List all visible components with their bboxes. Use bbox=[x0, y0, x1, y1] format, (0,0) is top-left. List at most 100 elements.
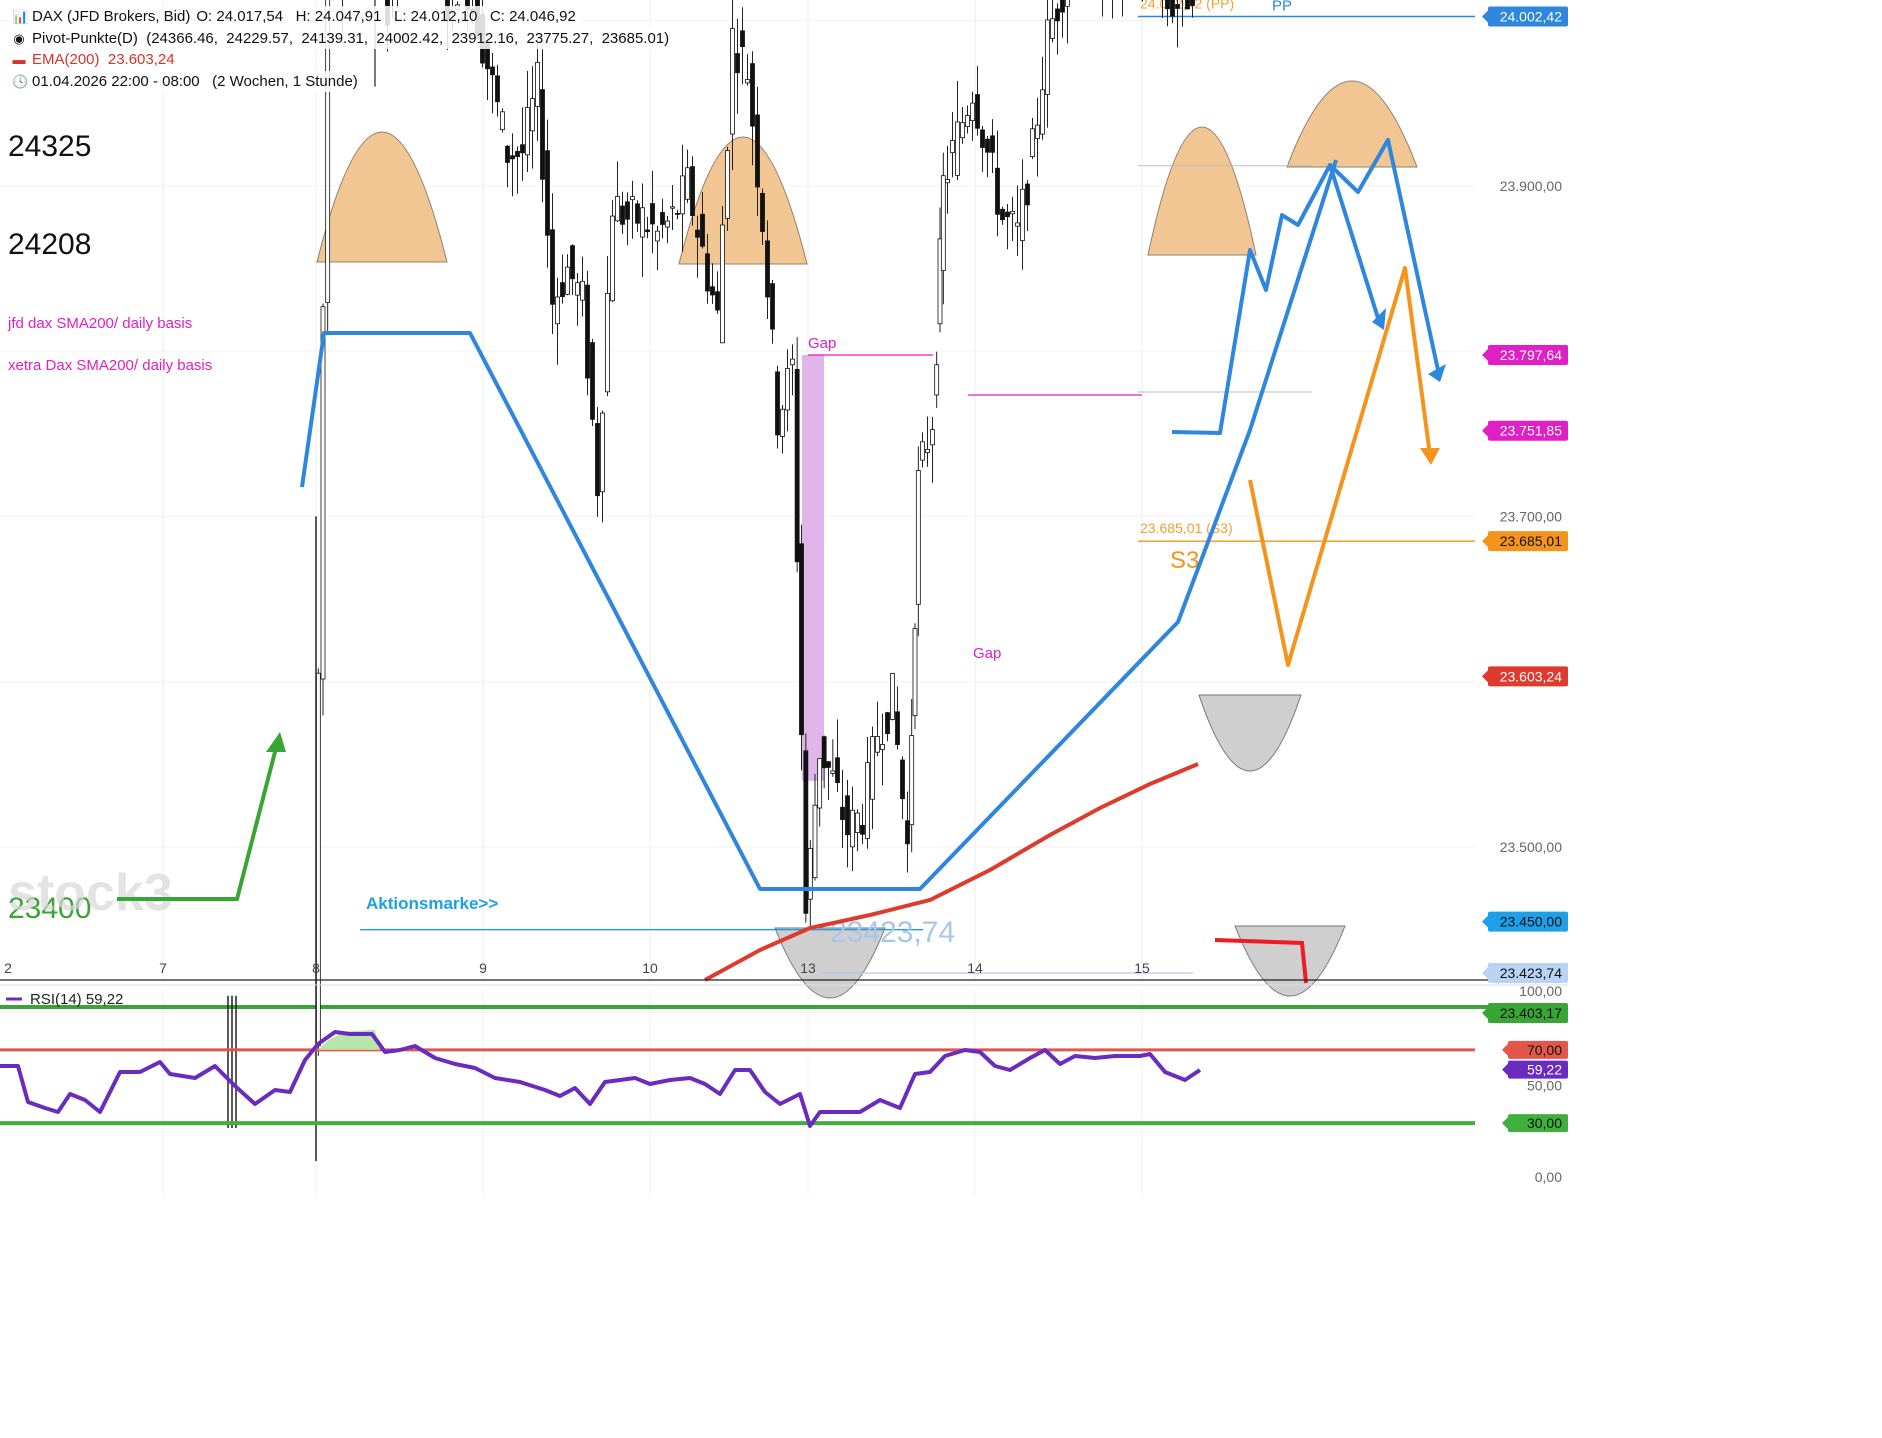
pivot-label: 23.685,01 (S3) bbox=[1140, 520, 1233, 536]
candle-body bbox=[860, 824, 865, 835]
candle-body bbox=[1055, 8, 1060, 22]
x-tick-label: 10 bbox=[642, 960, 658, 976]
candle-body bbox=[812, 804, 818, 879]
candle-body bbox=[960, 122, 965, 139]
ema-row[interactable]: ▬ EMA(200) 23.603,24 bbox=[8, 49, 179, 71]
candle-body bbox=[985, 138, 990, 153]
candle-body bbox=[740, 30, 745, 48]
candle-body bbox=[1015, 222, 1020, 227]
candle-body bbox=[720, 224, 725, 344]
projection-line-blue bbox=[1328, 164, 1380, 319]
candle-body bbox=[645, 229, 650, 233]
candle-body bbox=[695, 229, 700, 238]
candle-body bbox=[690, 166, 695, 216]
candle-body bbox=[775, 371, 780, 436]
candle-body bbox=[975, 94, 980, 129]
candle-body bbox=[799, 543, 804, 736]
line-icon: ▬ bbox=[12, 52, 26, 67]
candle-body bbox=[705, 253, 710, 292]
x-tick-label: 14 bbox=[967, 960, 983, 976]
arrowhead-orange bbox=[1420, 448, 1440, 465]
price-tag-pointer bbox=[1482, 10, 1488, 23]
candle-body bbox=[845, 795, 850, 836]
resistance-arc bbox=[316, 131, 448, 263]
candle-body bbox=[925, 448, 930, 454]
candle-body bbox=[710, 286, 715, 296]
y-tick-label: 23.900,00 bbox=[1500, 178, 1562, 194]
candle-body bbox=[980, 129, 985, 148]
candle-body bbox=[890, 673, 895, 720]
candle-body bbox=[325, 0, 331, 303]
period-row[interactable]: 🕓 01.04.2026 22:00 - 08:00 (2 Wochen, 1 … bbox=[8, 70, 362, 92]
price-tag bbox=[1488, 531, 1568, 552]
ema-values: EMA(200) 23.603,24 bbox=[32, 51, 175, 68]
candle-body bbox=[1175, 4, 1180, 9]
price-tag-label: 23.751,85 bbox=[1500, 423, 1562, 439]
candle-body bbox=[500, 111, 505, 131]
candle-body bbox=[620, 205, 625, 225]
candle-body bbox=[965, 115, 970, 128]
aktionsmarke-label: Aktionsmarke>> bbox=[366, 894, 498, 913]
rsi-tag-label: 59,22 bbox=[1527, 1062, 1562, 1078]
candle-body bbox=[1185, 0, 1190, 10]
candle-body bbox=[821, 736, 827, 769]
candle-body bbox=[760, 192, 765, 232]
candle-body bbox=[585, 284, 590, 379]
price-tag bbox=[1488, 666, 1568, 687]
candle-body bbox=[937, 238, 943, 325]
candle-body bbox=[725, 150, 730, 219]
candle-body bbox=[745, 79, 750, 84]
candle-body bbox=[790, 358, 795, 366]
candle-body bbox=[955, 121, 960, 176]
candle-body bbox=[995, 167, 1000, 215]
arrowhead-blue bbox=[1428, 364, 1446, 382]
candle-body bbox=[850, 809, 855, 848]
candle-body bbox=[650, 203, 655, 225]
candle-body bbox=[600, 412, 605, 493]
candle-body bbox=[640, 207, 645, 238]
price-tag-label: 23.797,64 bbox=[1500, 347, 1562, 363]
price-chart: 24.366,46 (R3)24.002,42 (PP)23.685,01 (S… bbox=[0, 0, 1568, 1195]
candle-body bbox=[700, 213, 705, 247]
candle-body bbox=[605, 292, 610, 393]
price-tag bbox=[1488, 1003, 1568, 1024]
candle-body bbox=[840, 806, 845, 820]
support-bowl bbox=[1198, 694, 1302, 772]
candle-body bbox=[660, 212, 665, 225]
candle-body bbox=[515, 150, 520, 158]
rsi-y-tick-label: 50,00 bbox=[1527, 1078, 1562, 1094]
candle-body bbox=[495, 75, 500, 103]
rsi-y-tick-label: 100,00 bbox=[1519, 983, 1562, 999]
candle-body bbox=[715, 291, 720, 311]
candle-body bbox=[735, 53, 740, 74]
candle-body bbox=[1170, 0, 1175, 17]
candle-body bbox=[670, 206, 675, 209]
ohlc-values: O: 24.017,54 H: 24.047,91 L: 24.012,10 C… bbox=[196, 8, 576, 25]
candle-body bbox=[550, 229, 555, 305]
projection-line-green bbox=[117, 747, 278, 901]
candle-body bbox=[615, 196, 620, 222]
candle-body bbox=[770, 283, 775, 330]
rsi-tag-label: 70,00 bbox=[1527, 1042, 1562, 1058]
price-tag-pointer bbox=[1482, 349, 1488, 362]
candle-body bbox=[1045, 19, 1050, 95]
projection-line-blue bbox=[300, 159, 1338, 891]
resistance-arc bbox=[1286, 80, 1418, 168]
rsi-y-tick-label: 0,00 bbox=[1535, 1169, 1562, 1185]
candle-body bbox=[934, 364, 940, 396]
candle-body bbox=[826, 761, 831, 768]
level-label-24208: 24208 bbox=[8, 228, 91, 261]
candle-body bbox=[755, 114, 760, 188]
candle-body bbox=[1035, 124, 1040, 139]
candle-body bbox=[1025, 183, 1030, 206]
y-tick-label: 23.500,00 bbox=[1500, 839, 1562, 855]
candle-body bbox=[909, 735, 915, 826]
price-tag-pointer bbox=[1482, 535, 1488, 548]
candle-body bbox=[912, 628, 918, 717]
candle-body bbox=[490, 66, 495, 76]
pivot-row[interactable]: ◉ Pivot-Punkte(D) (24366.46, 24229.57, 2… bbox=[8, 27, 674, 49]
candle-body bbox=[870, 736, 875, 800]
rsi-tag-pointer bbox=[1502, 1117, 1508, 1130]
price-tag-label: 24.002,42 bbox=[1500, 8, 1562, 24]
candle-body bbox=[655, 230, 660, 242]
